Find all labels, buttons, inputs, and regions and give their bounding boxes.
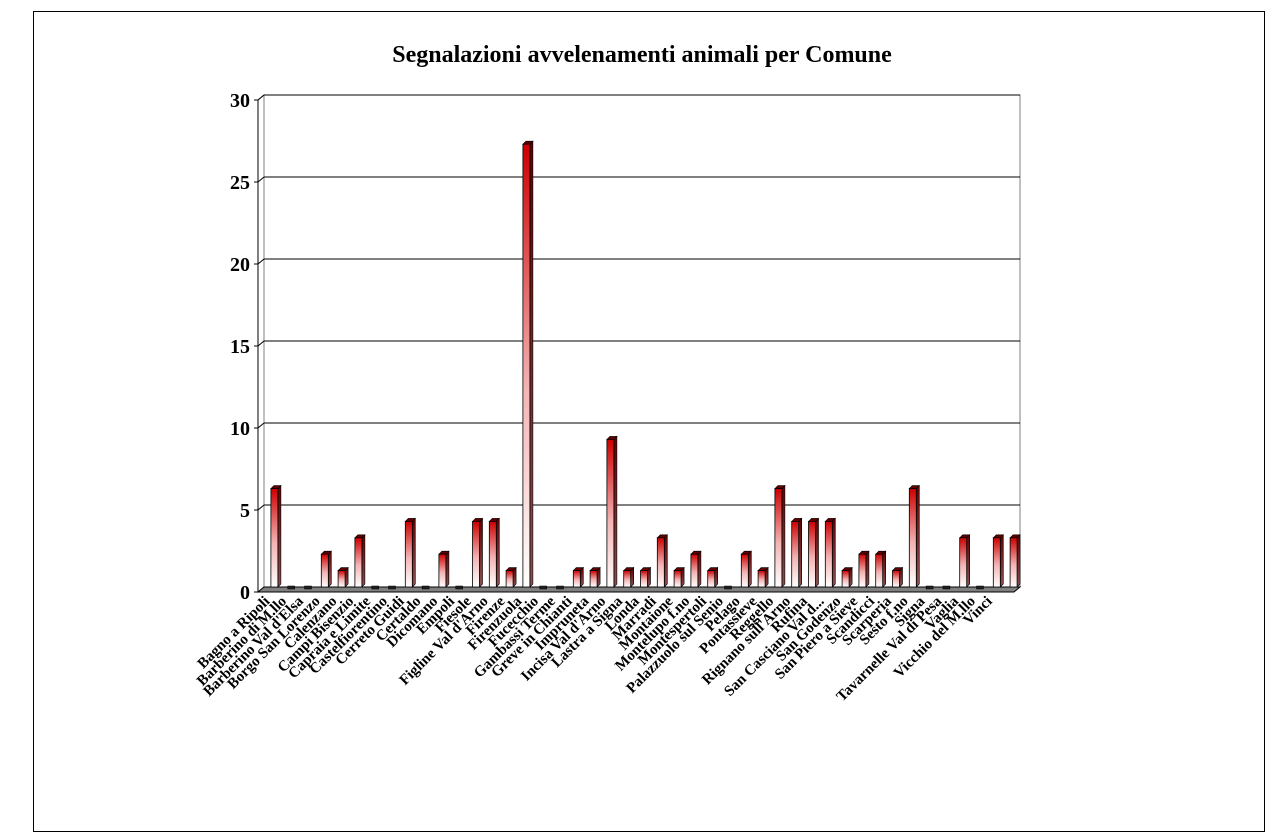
bar-zero bbox=[421, 585, 430, 590]
bar-side bbox=[747, 550, 752, 588]
bar-zero bbox=[976, 585, 984, 590]
gridline-depth bbox=[257, 340, 265, 347]
bar bbox=[791, 521, 800, 588]
bar bbox=[774, 488, 783, 588]
bar bbox=[589, 570, 598, 588]
bar bbox=[606, 438, 615, 588]
bar bbox=[707, 570, 716, 588]
bar-side bbox=[445, 550, 450, 588]
bar-side bbox=[277, 484, 282, 588]
bar bbox=[992, 537, 1001, 588]
bar bbox=[959, 537, 968, 588]
y-tick-label: 5 bbox=[240, 500, 250, 522]
bar bbox=[875, 553, 884, 588]
bar-side bbox=[529, 140, 534, 588]
bar-side bbox=[781, 484, 786, 588]
bar bbox=[270, 488, 279, 588]
bar bbox=[673, 570, 682, 588]
bar-zero bbox=[287, 585, 295, 590]
chart-title: Segnalazioni avvelenamenti animali per C… bbox=[392, 42, 892, 68]
bar-side bbox=[479, 517, 483, 588]
bar-zero bbox=[539, 585, 547, 590]
bar bbox=[472, 521, 480, 588]
y-tick-label: 20 bbox=[230, 254, 250, 276]
bar-side bbox=[999, 534, 1004, 588]
bar-side bbox=[815, 517, 819, 588]
gridline-depth bbox=[257, 94, 265, 101]
y-tick-label: 15 bbox=[230, 336, 250, 358]
bar-side bbox=[613, 435, 618, 588]
gridline-depth bbox=[257, 258, 265, 265]
bar-zero bbox=[304, 585, 312, 590]
bar-zero bbox=[556, 585, 564, 590]
gridline-depth bbox=[257, 422, 265, 429]
bar bbox=[656, 537, 665, 588]
bar bbox=[640, 570, 648, 588]
bar-side bbox=[697, 550, 702, 588]
bar-side bbox=[327, 550, 332, 588]
bar-side bbox=[966, 534, 971, 588]
bar-side bbox=[663, 534, 668, 588]
bar bbox=[858, 553, 867, 588]
bar bbox=[623, 570, 632, 588]
bar bbox=[808, 521, 816, 588]
bar bbox=[488, 521, 497, 588]
bar bbox=[505, 570, 514, 588]
bar-side bbox=[1016, 534, 1021, 588]
bar bbox=[320, 553, 329, 588]
bar-zero bbox=[942, 585, 951, 590]
y-tick-label: 30 bbox=[230, 90, 250, 112]
y-tick-label: 10 bbox=[230, 418, 250, 440]
bar bbox=[438, 553, 447, 588]
bar bbox=[892, 570, 900, 588]
bar-zero bbox=[925, 585, 934, 590]
bar bbox=[740, 553, 749, 588]
bar bbox=[1009, 537, 1018, 588]
bar-zero bbox=[724, 585, 732, 590]
bar-side bbox=[915, 484, 920, 588]
gridline-depth bbox=[257, 176, 265, 183]
bar bbox=[824, 521, 833, 588]
y-tick-label: 0 bbox=[240, 582, 250, 604]
bar-zero bbox=[371, 585, 379, 590]
bar bbox=[572, 570, 581, 588]
plot-floor bbox=[256, 586, 1022, 593]
bar bbox=[522, 143, 531, 588]
bar-side bbox=[411, 517, 416, 588]
bar-side bbox=[865, 550, 870, 588]
bar-side bbox=[882, 550, 887, 588]
bar bbox=[690, 553, 699, 588]
bar-zero bbox=[388, 585, 396, 590]
bar bbox=[354, 537, 363, 588]
bar bbox=[908, 488, 917, 588]
y-tick-label: 25 bbox=[230, 172, 250, 194]
bar bbox=[337, 570, 346, 588]
gridline-depth bbox=[257, 504, 265, 511]
bar-side bbox=[798, 517, 803, 588]
bar-side bbox=[831, 517, 836, 588]
bar-side bbox=[495, 517, 500, 588]
bar-zero bbox=[455, 585, 463, 590]
bar bbox=[841, 570, 850, 588]
bar bbox=[404, 521, 413, 588]
bar bbox=[757, 570, 766, 588]
bar-side bbox=[361, 534, 366, 588]
